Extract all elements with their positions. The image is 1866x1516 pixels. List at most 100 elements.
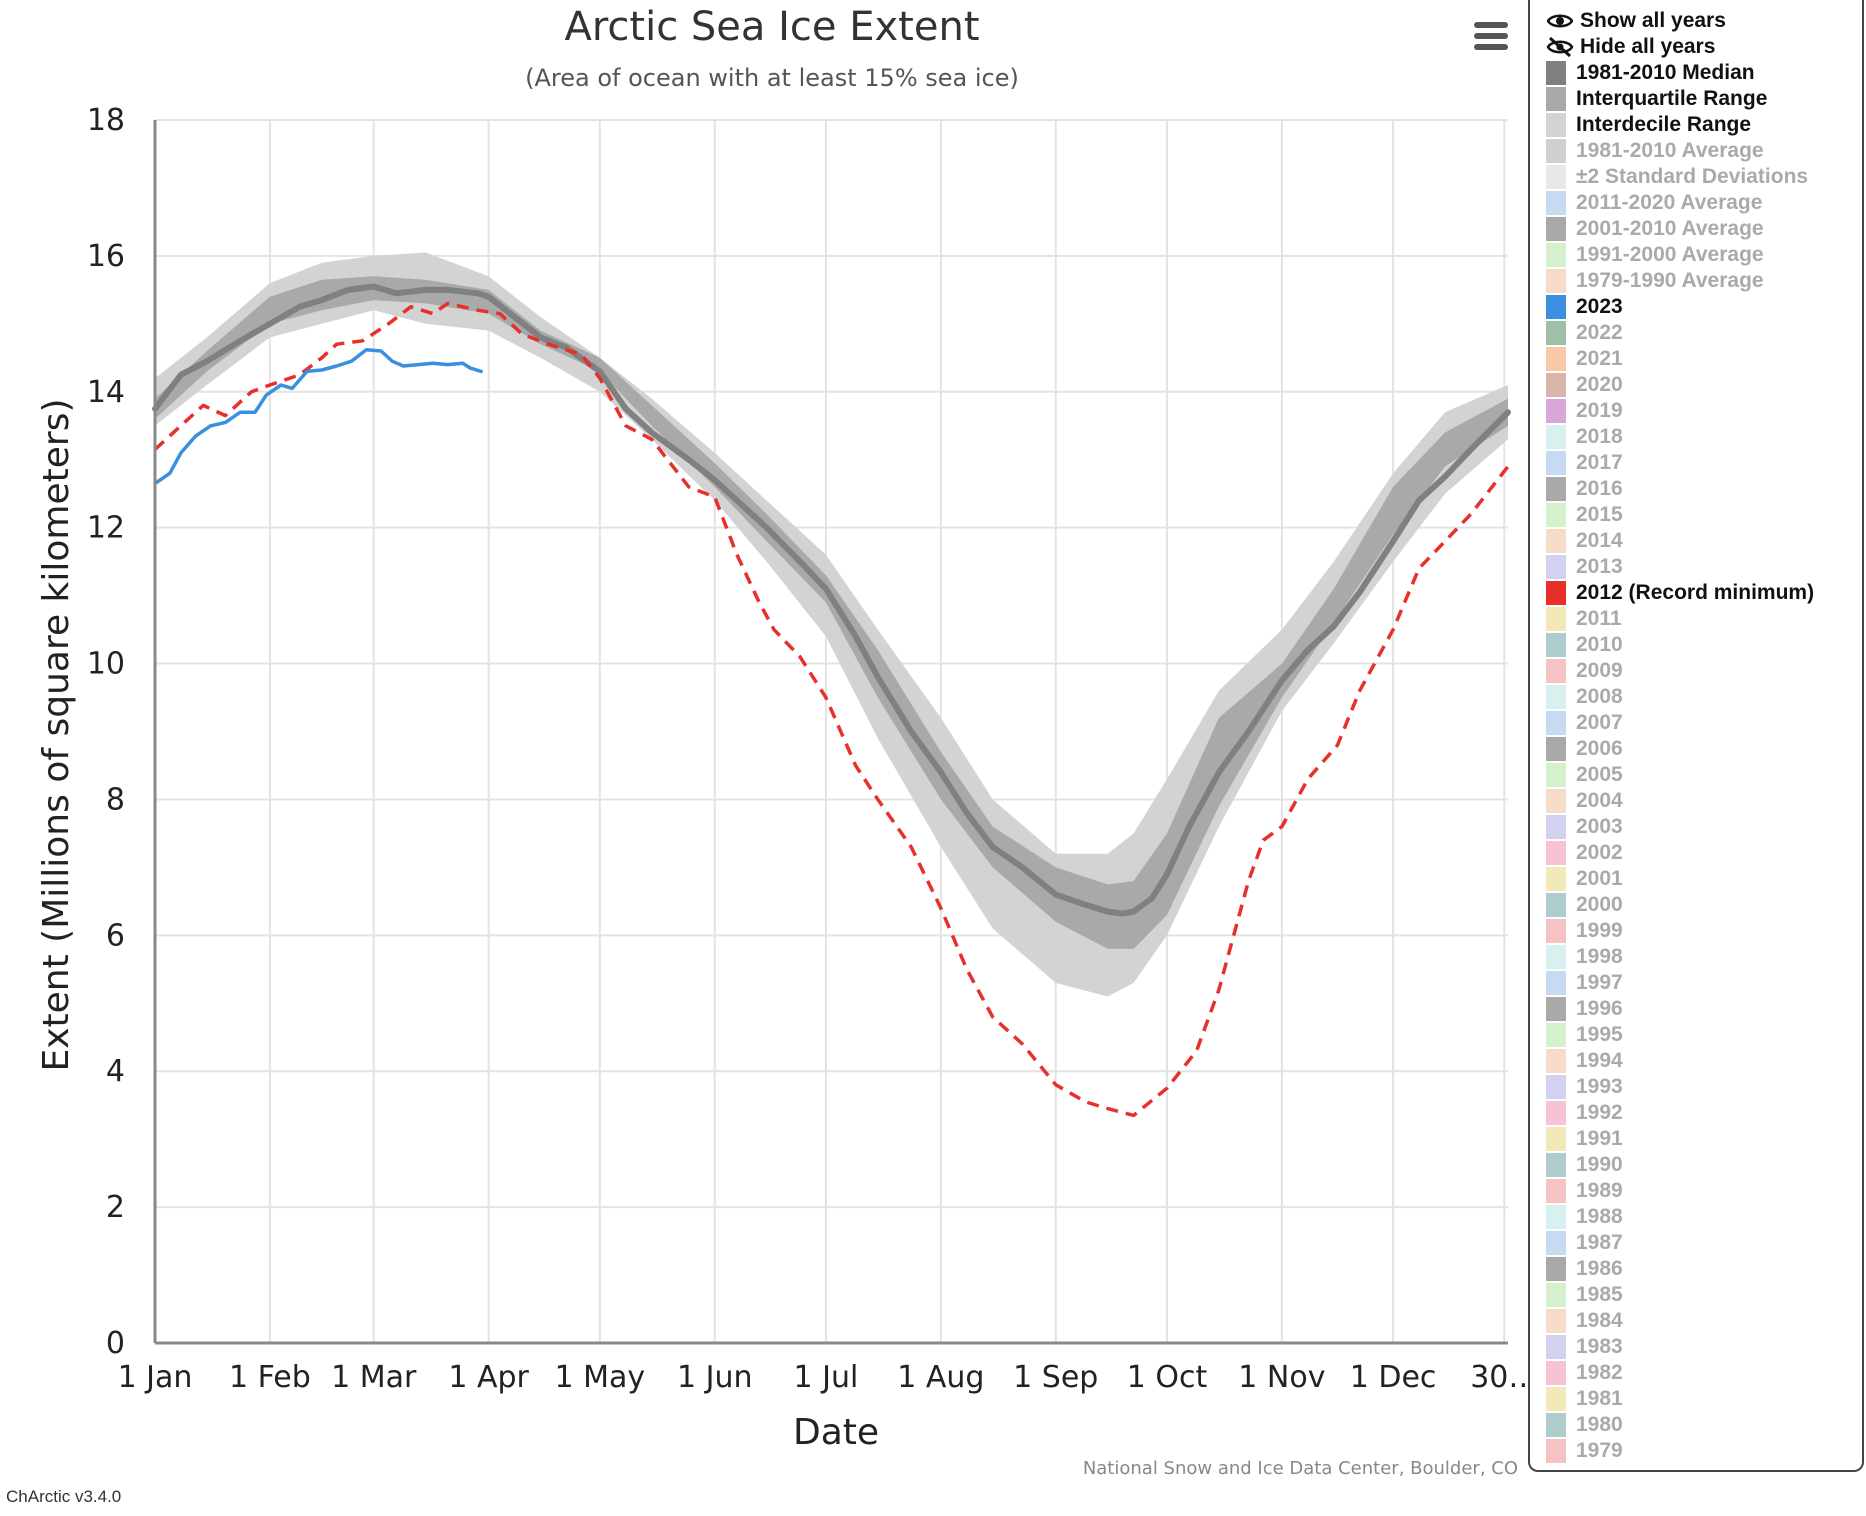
legend-label: 2022 bbox=[1576, 321, 1623, 344]
legend-label: 2011 bbox=[1576, 607, 1622, 630]
legend-swatch bbox=[1546, 685, 1566, 709]
x-tick-label: 1 Nov bbox=[1238, 1360, 1325, 1395]
x-tick-label: 1 Feb bbox=[229, 1360, 311, 1395]
legend-item-2023[interactable]: 2023 bbox=[1546, 294, 1862, 320]
legend-swatch bbox=[1546, 607, 1566, 631]
legend-item-2001[interactable]: 2001 bbox=[1546, 866, 1862, 892]
legend-swatch bbox=[1546, 737, 1566, 761]
legend-item-2-standard-deviations[interactable]: ±2 Standard Deviations bbox=[1546, 164, 1862, 190]
legend-swatch bbox=[1546, 1127, 1566, 1151]
legend-swatch bbox=[1546, 763, 1566, 787]
legend-item-2005[interactable]: 2005 bbox=[1546, 762, 1862, 788]
legend-item-1984[interactable]: 1984 bbox=[1546, 1308, 1862, 1334]
hide-all-years-button[interactable]: Hide all years bbox=[1546, 34, 1862, 60]
legend-item-2002[interactable]: 2002 bbox=[1546, 840, 1862, 866]
legend-swatch bbox=[1546, 971, 1566, 995]
legend-item-2017[interactable]: 2017 bbox=[1546, 450, 1862, 476]
legend-item-2006[interactable]: 2006 bbox=[1546, 736, 1862, 762]
legend-panel: Show all years Hide all years 1981-2010 … bbox=[1528, 0, 1864, 1472]
legend-item-2013[interactable]: 2013 bbox=[1546, 554, 1862, 580]
legend-item-1981-2010-median[interactable]: 1981-2010 Median bbox=[1546, 60, 1862, 86]
legend-item-2020[interactable]: 2020 bbox=[1546, 372, 1862, 398]
legend-item-1990[interactable]: 1990 bbox=[1546, 1152, 1862, 1178]
legend-label: 1997 bbox=[1576, 971, 1623, 994]
legend-item-2008[interactable]: 2008 bbox=[1546, 684, 1862, 710]
legend-item-1996[interactable]: 1996 bbox=[1546, 996, 1862, 1022]
legend-swatch bbox=[1546, 113, 1566, 137]
x-tick-label: 1 Jul bbox=[794, 1360, 859, 1395]
legend-label: 1991-2000 Average bbox=[1576, 243, 1764, 266]
legend-item-2001-2010-average[interactable]: 2001-2010 Average bbox=[1546, 216, 1862, 242]
legend-item-1983[interactable]: 1983 bbox=[1546, 1334, 1862, 1360]
legend-item-1989[interactable]: 1989 bbox=[1546, 1178, 1862, 1204]
legend-label: 1999 bbox=[1576, 919, 1623, 942]
x-tick-label: 1 Jan bbox=[118, 1360, 193, 1395]
legend-label: 1998 bbox=[1576, 945, 1623, 968]
legend-item-2021[interactable]: 2021 bbox=[1546, 346, 1862, 372]
legend-label: 2009 bbox=[1576, 659, 1623, 682]
show-all-years-label: Show all years bbox=[1580, 9, 1726, 32]
legend-swatch bbox=[1546, 139, 1566, 163]
legend-swatch bbox=[1546, 555, 1566, 579]
legend-item-interquartile-range[interactable]: Interquartile Range bbox=[1546, 86, 1862, 112]
legend-item-2011[interactable]: 2011 bbox=[1546, 606, 1862, 632]
legend-item-1981[interactable]: 1981 bbox=[1546, 1386, 1862, 1412]
legend-swatch bbox=[1546, 919, 1566, 943]
legend-item-1991-2000-average[interactable]: 1991-2000 Average bbox=[1546, 242, 1862, 268]
legend-item-2007[interactable]: 2007 bbox=[1546, 710, 1862, 736]
legend-item-1980[interactable]: 1980 bbox=[1546, 1412, 1862, 1438]
legend-label: 1979 bbox=[1576, 1439, 1623, 1462]
legend-item-1992[interactable]: 1992 bbox=[1546, 1100, 1862, 1126]
legend-item-2019[interactable]: 2019 bbox=[1546, 398, 1862, 424]
legend-item-1986[interactable]: 1986 bbox=[1546, 1256, 1862, 1282]
interdecile-range-band bbox=[155, 252, 1508, 997]
legend-item-2012-record-minimum[interactable]: 2012 (Record minimum) bbox=[1546, 580, 1862, 606]
legend-item-1979-1990-average[interactable]: 1979-1990 Average bbox=[1546, 268, 1862, 294]
x-axis-title: Date bbox=[793, 1412, 879, 1453]
legend-item-1999[interactable]: 1999 bbox=[1546, 918, 1862, 944]
legend-item-2003[interactable]: 2003 bbox=[1546, 814, 1862, 840]
show-all-years-button[interactable]: Show all years bbox=[1546, 8, 1862, 34]
legend-item-1991[interactable]: 1991 bbox=[1546, 1126, 1862, 1152]
legend-item-2015[interactable]: 2015 bbox=[1546, 502, 1862, 528]
legend-swatch bbox=[1546, 347, 1566, 371]
legend-swatch bbox=[1546, 711, 1566, 735]
legend-item-2014[interactable]: 2014 bbox=[1546, 528, 1862, 554]
axes bbox=[153, 120, 1508, 1345]
legend-label: 2013 bbox=[1576, 555, 1623, 578]
legend-label: 1985 bbox=[1576, 1283, 1623, 1306]
legend-label: 1995 bbox=[1576, 1023, 1623, 1046]
legend-item-2009[interactable]: 2009 bbox=[1546, 658, 1862, 684]
legend-item-1998[interactable]: 1998 bbox=[1546, 944, 1862, 970]
range-bands bbox=[155, 252, 1508, 997]
legend-item-1997[interactable]: 1997 bbox=[1546, 970, 1862, 996]
series-line-2012-record-minimum bbox=[153, 301, 1510, 1118]
legend-item-2022[interactable]: 2022 bbox=[1546, 320, 1862, 346]
y-tick-label: 18 bbox=[87, 103, 125, 138]
version-label: ChArctic v3.4.0 bbox=[6, 1487, 121, 1506]
legend-item-1987[interactable]: 1987 bbox=[1546, 1230, 1862, 1256]
legend-item-1994[interactable]: 1994 bbox=[1546, 1048, 1862, 1074]
chart-title: Arctic Sea Ice Extent bbox=[564, 4, 979, 50]
legend-item-1985[interactable]: 1985 bbox=[1546, 1282, 1862, 1308]
legend-item-1982[interactable]: 1982 bbox=[1546, 1360, 1862, 1386]
hamburger-menu-icon[interactable] bbox=[1468, 18, 1512, 56]
legend-item-2018[interactable]: 2018 bbox=[1546, 424, 1862, 450]
legend-swatch bbox=[1546, 217, 1566, 241]
legend-item-1981-2010-average[interactable]: 1981-2010 Average bbox=[1546, 138, 1862, 164]
legend-item-1988[interactable]: 1988 bbox=[1546, 1204, 1862, 1230]
legend-swatch bbox=[1546, 1387, 1566, 1411]
legend-item-2010[interactable]: 2010 bbox=[1546, 632, 1862, 658]
legend-item-2011-2020-average[interactable]: 2011-2020 Average bbox=[1546, 190, 1862, 216]
legend-item-2016[interactable]: 2016 bbox=[1546, 476, 1862, 502]
legend-item-2000[interactable]: 2000 bbox=[1546, 892, 1862, 918]
x-tick-label: 1 Aug bbox=[897, 1360, 984, 1395]
legend-item-1993[interactable]: 1993 bbox=[1546, 1074, 1862, 1100]
legend-swatch bbox=[1546, 1335, 1566, 1359]
legend-item-1979[interactable]: 1979 bbox=[1546, 1438, 1862, 1464]
legend-label: 1980 bbox=[1576, 1413, 1623, 1436]
legend-item-1995[interactable]: 1995 bbox=[1546, 1022, 1862, 1048]
legend-item-interdecile-range[interactable]: Interdecile Range bbox=[1546, 112, 1862, 138]
legend-item-2004[interactable]: 2004 bbox=[1546, 788, 1862, 814]
